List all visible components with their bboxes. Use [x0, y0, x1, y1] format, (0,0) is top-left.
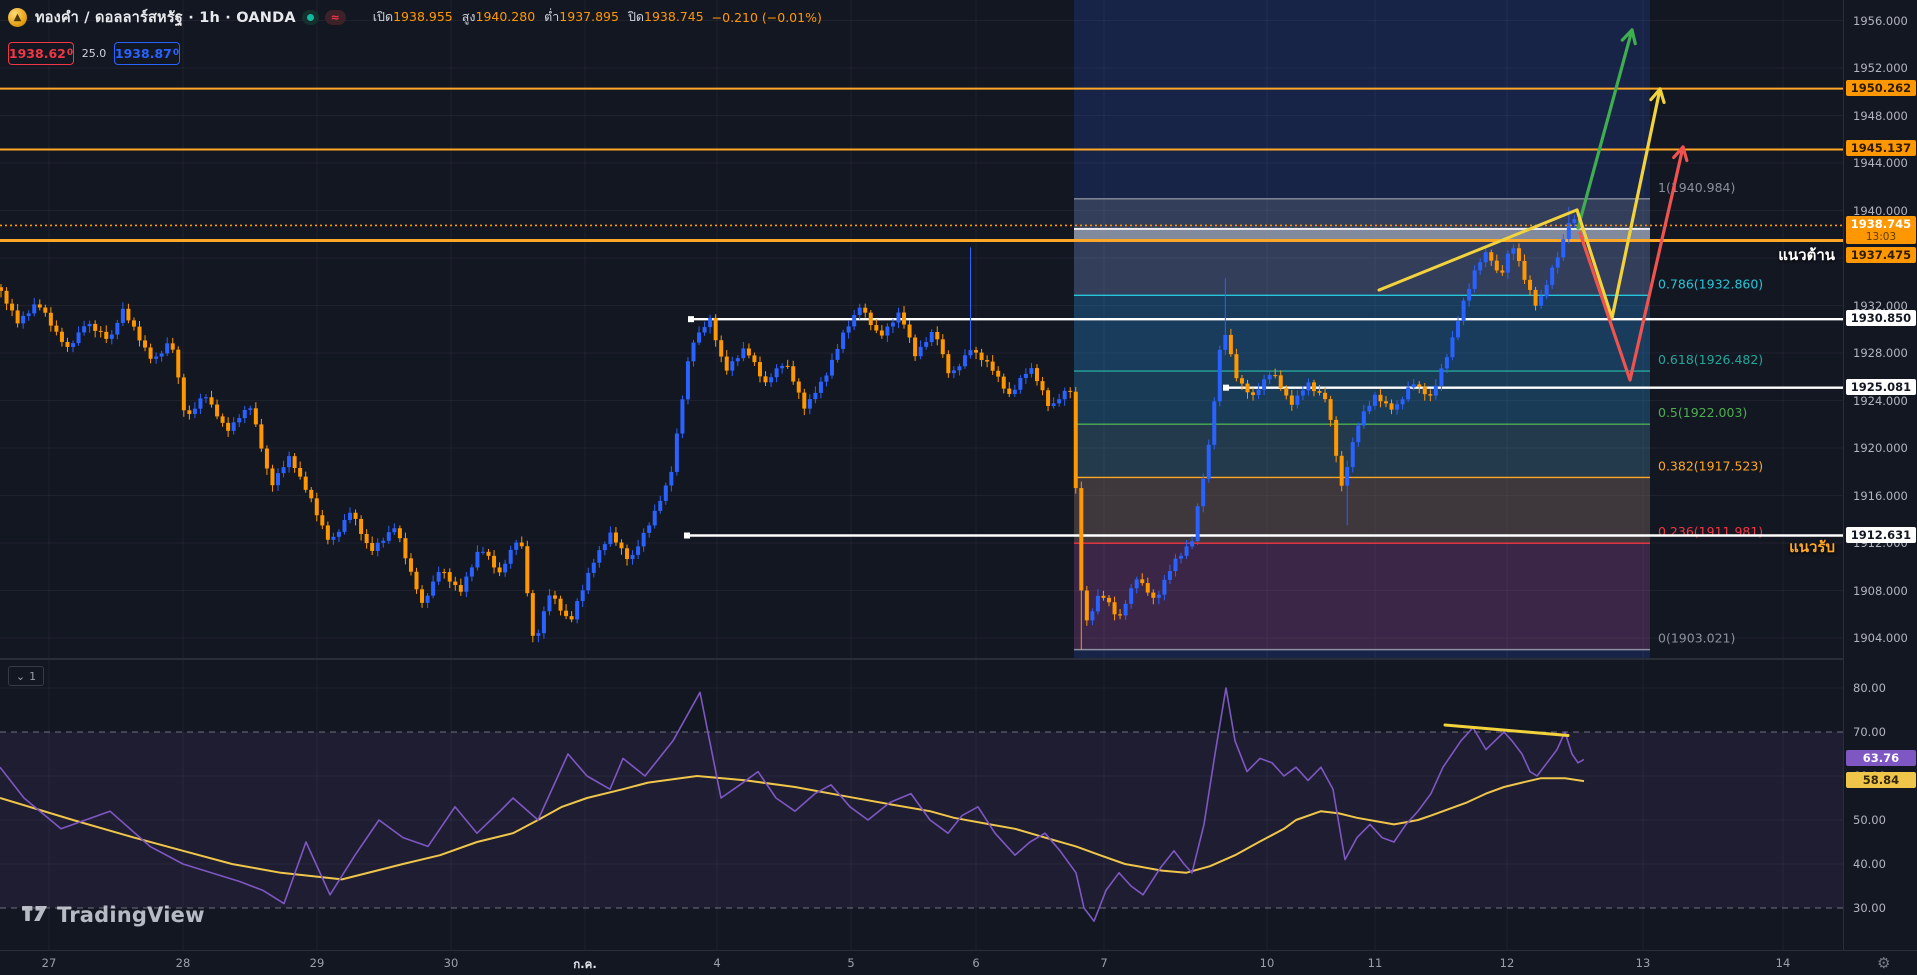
- price-tick-1924: 1924.000: [1853, 393, 1908, 408]
- candles: [0, 207, 1582, 650]
- time-label-28: 28: [175, 956, 191, 970]
- resistance-label: แนวต้าน: [1778, 246, 1835, 264]
- price-tick-1948: 1948.000: [1853, 108, 1908, 123]
- ohlc-close: ปิด1938.745: [627, 9, 704, 24]
- time-label-ก.ค.: ก.ค.: [573, 957, 597, 971]
- time-label-5: 5: [847, 956, 855, 970]
- time-label-13: 13: [1635, 956, 1651, 970]
- price-tick-1908: 1908.000: [1853, 583, 1908, 598]
- fib-label-0: 0(1903.021): [1658, 631, 1735, 646]
- fib-label-1: 1(1940.984): [1658, 180, 1735, 195]
- rsi-ma-line: [0, 775, 1585, 881]
- rsi-band: [0, 732, 1843, 908]
- alert-pill[interactable]: ≈: [324, 9, 346, 25]
- time-label-12: 12: [1499, 956, 1515, 970]
- rsi-tick-30: 30.00: [1853, 901, 1886, 915]
- price-axis[interactable]: 1956.000 1952.000 1948.000 1944.000 1940.000…: [1843, 0, 1917, 950]
- red-projection[interactable]: [1578, 145, 1685, 382]
- green-projection[interactable]: [1576, 28, 1634, 230]
- grid: [0, 0, 1843, 950]
- gold-symbol-icon: ▲: [8, 7, 27, 27]
- ray-lines: [684, 316, 1843, 539]
- support-label: แนวรับ: [1789, 538, 1835, 556]
- change-readout: −0.210 (−0.01%): [711, 9, 822, 25]
- fib-label-0.5: 0.5(1922.003): [1658, 405, 1747, 420]
- gear-icon[interactable]: ⚙: [1877, 954, 1891, 972]
- trendline[interactable]: [1377, 208, 1579, 292]
- rsi-tick-80: 80.00: [1853, 681, 1886, 695]
- price-tick-1952: 1952.000: [1853, 61, 1908, 75]
- spread-value: 25.0: [81, 46, 107, 60]
- trade-buttons-row: 1938.62 0 25.0 1938.87 0: [8, 41, 822, 65]
- sell-button[interactable]: 1938.62 0: [8, 41, 74, 65]
- ohlc-open: เปิด1938.955: [372, 9, 453, 24]
- price-badge-1945.137: 1945.137: [1846, 140, 1916, 157]
- price-tick-1944: 1944.000: [1853, 156, 1908, 170]
- fib-label-0.618: 0.618(1926.482): [1658, 352, 1763, 367]
- rsi-line: [0, 687, 1585, 923]
- time-label-14: 14: [1775, 956, 1791, 970]
- price-tick-1920: 1920.000: [1853, 441, 1908, 455]
- time-label-29: 29: [309, 956, 325, 970]
- price-badge-1937.475: 1937.475: [1846, 247, 1916, 263]
- time-label-10: 10: [1259, 956, 1275, 970]
- chart-header: ▲ ทองคำ / ดอลลาร์สหรัฐ · 1h · OANDA ≈ เป…: [8, 6, 822, 65]
- fib-label-0.382: 0.382(1917.523): [1658, 458, 1763, 473]
- time-label-7: 7: [1100, 956, 1108, 970]
- rsi-trendline[interactable]: [1443, 723, 1570, 738]
- current-price-badge: 1938.745 13:03: [1846, 216, 1916, 245]
- date-range-highlight[interactable]: [1074, 0, 1650, 658]
- symbol-title[interactable]: ทองคำ / ดอลลาร์สหรัฐ · 1h · OANDA: [35, 9, 296, 26]
- fib-label-0.236: 0.236(1911.981): [1658, 524, 1763, 539]
- ohlc-readout: เปิด1938.955 สูง1940.280 ต่ำ1937.895 ปิด…: [364, 7, 822, 27]
- market-status-pill[interactable]: [301, 9, 319, 25]
- rsi-tick-50: 50.00: [1853, 813, 1886, 827]
- price-badge-1950.262: 1950.262: [1846, 79, 1916, 96]
- chevron-down-icon: ⌄: [15, 669, 26, 683]
- horizontal-levels: [0, 87, 1843, 242]
- price-tick-1932: 1932.000: [1853, 298, 1908, 313]
- alert-icon: ≈: [330, 10, 340, 24]
- tradingview-logo: TradingView: [22, 903, 205, 927]
- price-tick-1940: 1940.000: [1853, 203, 1908, 218]
- rsi-value-badge: 63.76: [1846, 750, 1916, 767]
- time-label-11: 11: [1367, 956, 1383, 970]
- time-label-27: 27: [41, 956, 57, 970]
- tradingview-logo-icon: [22, 906, 47, 921]
- time-label-30: 30: [443, 956, 459, 970]
- buy-button[interactable]: 1938.87 0: [114, 41, 180, 65]
- ohlc-high: สูง1940.280: [461, 9, 536, 24]
- yellow-projection[interactable]: [1575, 87, 1662, 320]
- symbol-row: ▲ ทองคำ / ดอลลาร์สหรัฐ · 1h · OANDA ≈ เป…: [8, 6, 822, 28]
- time-axis[interactable]: ⚙ 27 28 29 30 ก.ค. 4 5 6 7 10 11 12 13 14: [0, 950, 1917, 975]
- projection-arrows: [1575, 28, 1689, 382]
- indicator-collapse-toggle[interactable]: ⌄ 1: [8, 666, 44, 686]
- rsi-tick-70: 70.00: [1853, 725, 1886, 739]
- indicator-count: 1: [29, 669, 37, 683]
- rsi-tick-40: 40.00: [1853, 857, 1886, 871]
- price-tick-1916: 1916.000: [1853, 488, 1908, 503]
- price-tick-1904: 1904.000: [1853, 631, 1908, 645]
- time-label-4: 4: [713, 956, 721, 970]
- fib-label-0.786: 0.786(1932.860): [1658, 276, 1763, 291]
- ohlc-low: ต่ำ1937.895: [544, 9, 619, 24]
- price-badge-1912.631: 1912.631: [1846, 526, 1916, 543]
- price-badge-1930.850: 1930.850: [1846, 310, 1916, 327]
- time-label-6: 6: [972, 956, 980, 970]
- price-tick-1956: 1956.000: [1853, 13, 1908, 28]
- price-tick-1928: 1928.000: [1853, 346, 1908, 360]
- supply-zone[interactable]: [1074, 228, 1650, 240]
- market-open-dot: [306, 13, 314, 21]
- rsi-ma-value-badge: 58.84: [1846, 772, 1916, 789]
- price-badge-1925.081: 1925.081: [1846, 378, 1916, 395]
